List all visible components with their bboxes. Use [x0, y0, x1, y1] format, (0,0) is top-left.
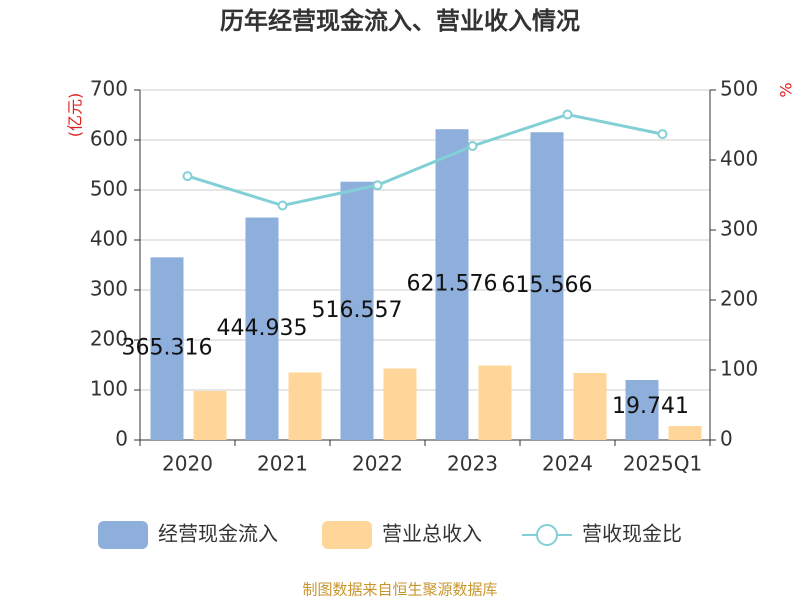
legend-label: 营收现金比 [582, 522, 682, 546]
bar [150, 257, 184, 440]
x-tick-label: 2022 [352, 452, 403, 476]
bar [573, 373, 607, 440]
data-label: 516.557 [312, 298, 403, 323]
data-label: 444.935 [217, 316, 308, 341]
line-point [182, 171, 193, 182]
y-tick-label: 500 [90, 177, 128, 201]
legend-label: 营业总收入 [382, 522, 482, 546]
line-point [372, 180, 383, 191]
y-tick-label: 400 [90, 227, 128, 251]
y-tick-label: 600 [90, 127, 128, 151]
bar [625, 380, 659, 440]
chart-title: 历年经营现金流入、营业收入情况 [220, 7, 580, 35]
y-tick-label: 700 [90, 77, 128, 101]
bar [245, 217, 279, 440]
legend-swatch [322, 521, 372, 549]
y-tick-label: 300 [90, 277, 128, 301]
line-point [562, 109, 573, 120]
legend-swatch [536, 524, 558, 546]
y2-tick-label: 200 [720, 287, 758, 311]
bar [668, 426, 702, 440]
bar [340, 181, 374, 440]
bar [288, 372, 322, 440]
y-tick-label: 0 [115, 427, 128, 451]
x-tick-label: 2024 [542, 452, 593, 476]
line [187, 112, 663, 208]
bar [193, 391, 227, 440]
line-point [467, 141, 478, 151]
data-label: 621.576 [407, 272, 498, 297]
data-label: 365.316 [122, 336, 213, 361]
bar [530, 132, 564, 441]
x-tick-label: 2025Q1 [623, 452, 702, 476]
line-point [277, 200, 288, 211]
bar [435, 129, 469, 440]
y2-axis-label: % [777, 82, 796, 97]
legend-label: 经营现金流入 [158, 522, 278, 546]
y2-tick-label: 100 [720, 357, 758, 381]
annotation: 19.741 [612, 394, 689, 419]
legend-swatch [98, 521, 148, 549]
y2-tick-label: 500 [720, 77, 758, 101]
y-axis-label: (亿元) [66, 93, 85, 138]
y-tick-label: 200 [90, 327, 128, 351]
bar [478, 365, 512, 440]
y2-tick-label: 300 [720, 217, 758, 241]
x-tick-label: 2020 [162, 452, 213, 476]
data-label: 615.566 [502, 273, 593, 298]
y-tick-label: 100 [90, 377, 128, 401]
source-note: 制图数据来自恒生聚源数据库 [302, 581, 497, 599]
x-tick-label: 2023 [447, 452, 498, 476]
line-point [657, 129, 668, 140]
y2-tick-label: 0 [720, 427, 733, 451]
y2-tick-label: 400 [720, 147, 758, 171]
bar [383, 368, 417, 440]
x-tick-label: 2021 [257, 452, 308, 476]
